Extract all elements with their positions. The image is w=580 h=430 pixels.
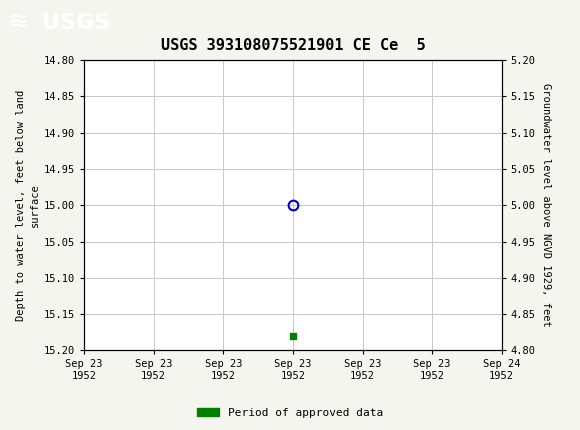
Text: ≋: ≋ [7, 11, 28, 34]
Text: USGS: USGS [42, 12, 110, 33]
Y-axis label: Depth to water level, feet below land
surface: Depth to water level, feet below land su… [16, 90, 39, 321]
Legend: Period of approved data: Period of approved data [193, 403, 387, 422]
Title: USGS 393108075521901 CE Ce  5: USGS 393108075521901 CE Ce 5 [161, 38, 425, 53]
Y-axis label: Groundwater level above NGVD 1929, feet: Groundwater level above NGVD 1929, feet [541, 83, 551, 327]
